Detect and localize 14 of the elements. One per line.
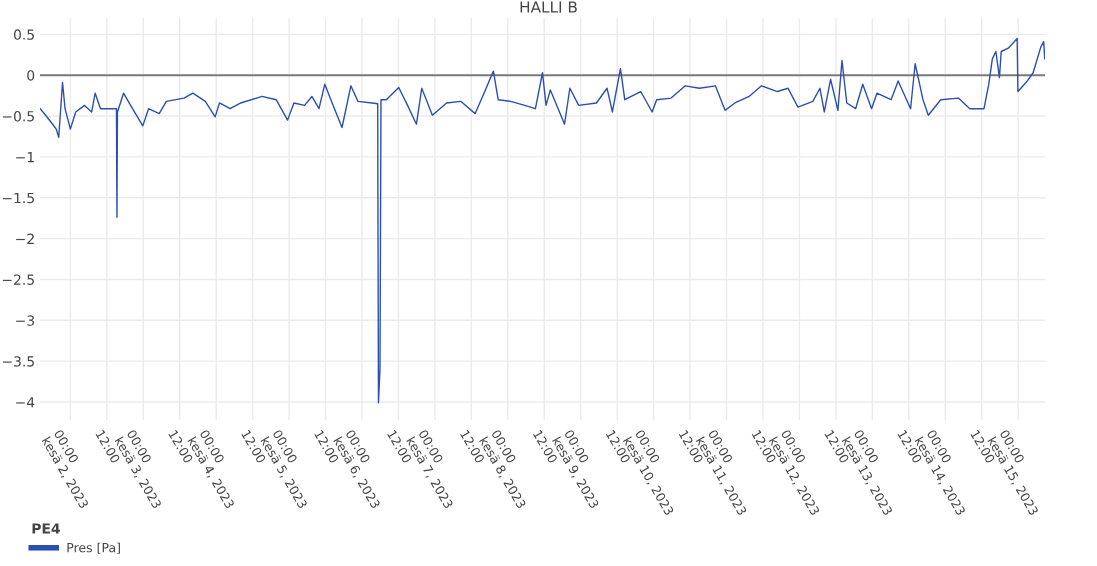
y-tick-label: −2	[16, 233, 34, 244]
y-tick-label: −3	[16, 315, 35, 326]
legend-title: PE4	[32, 523, 60, 534]
y-tick-label: 0	[27, 70, 35, 81]
y-tick-label: −1	[16, 152, 34, 163]
y-tick-label: −2.5	[2, 274, 34, 285]
y-tick-label: −3.5	[2, 356, 34, 367]
y-tick-label: −4	[16, 397, 35, 408]
chart-title: HALLI B	[520, 1, 577, 13]
y-tick-label: −0.5	[2, 111, 34, 122]
y-tick-label: 0.5	[13, 29, 34, 40]
legend-label: Pres [Pa]	[67, 542, 120, 554]
y-tick-label: −1.5	[2, 192, 34, 204]
line-series	[40, 37, 1045, 404]
